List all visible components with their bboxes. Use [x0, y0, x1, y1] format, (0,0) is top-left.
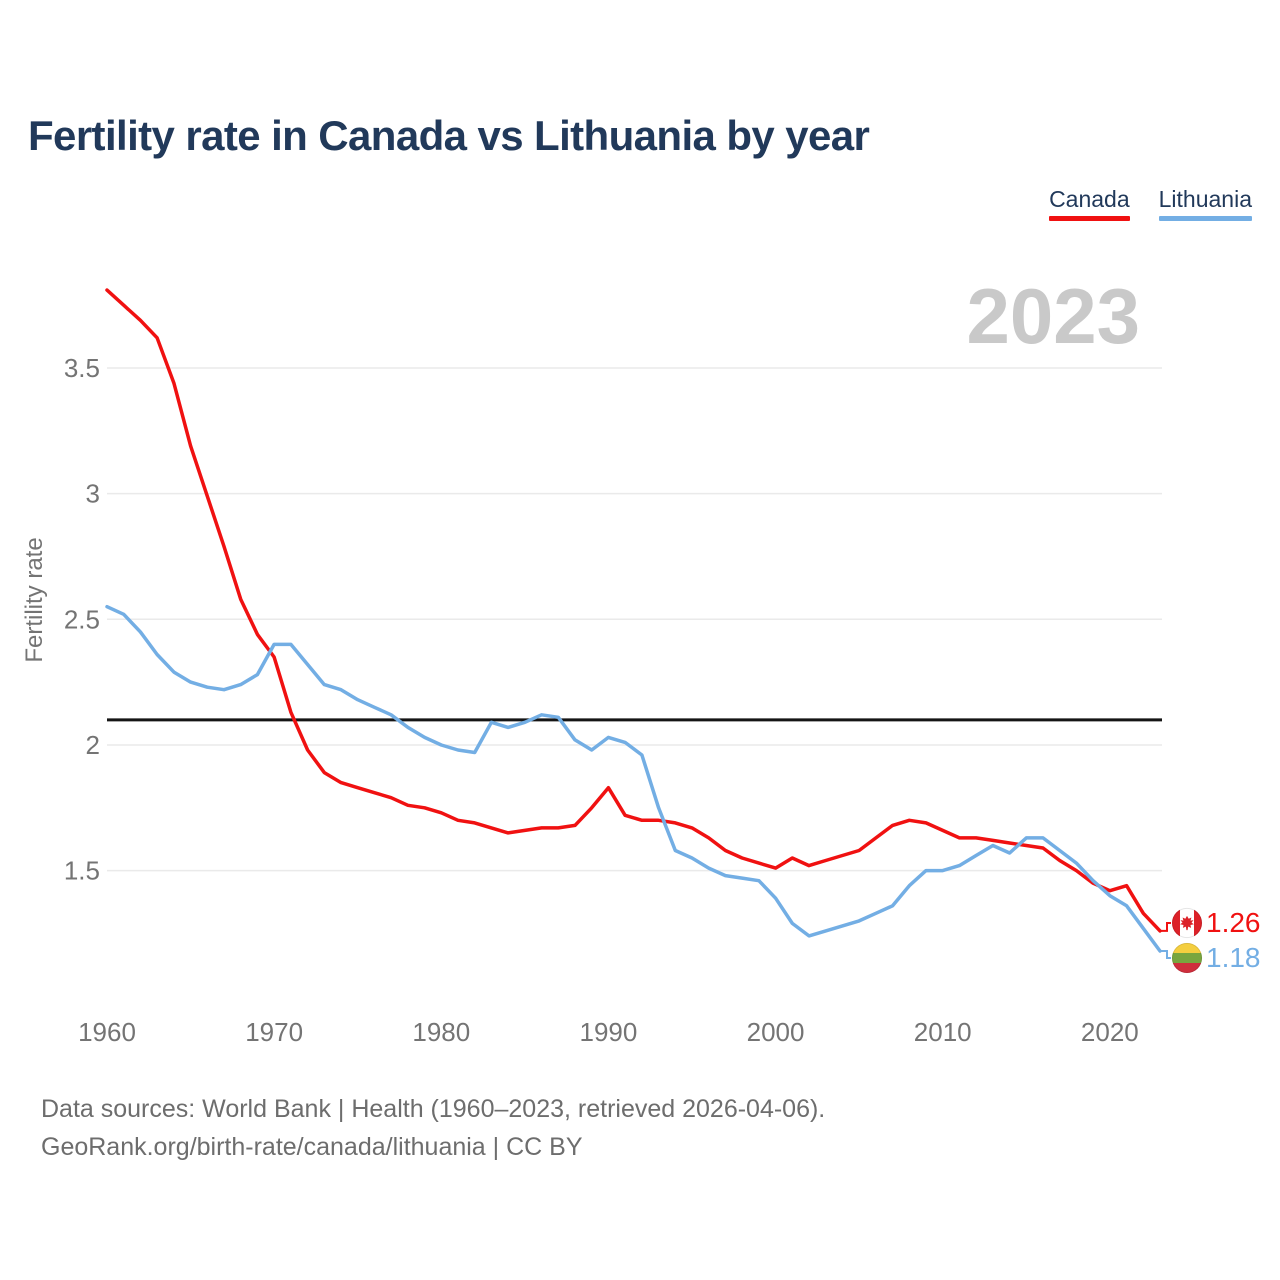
canada-line[interactable]	[105, 288, 1162, 933]
legend-label-canada: Canada	[1049, 186, 1130, 212]
lithuania-flag-icon	[1172, 943, 1202, 973]
lithuania-flag-rim	[1171, 942, 1203, 974]
y-tick-label: 1.5	[64, 856, 100, 886]
y-axis-title: Fertility rate	[21, 537, 48, 662]
y-tick-label: 3.5	[64, 353, 100, 383]
canada-end-connector	[1160, 922, 1171, 932]
canada-end-value: 1.26	[1206, 907, 1261, 938]
x-tick-label: 1990	[580, 1017, 638, 1047]
legend: Canada Lithuania	[1047, 186, 1254, 221]
legend-item-canada[interactable]: Canada	[1047, 186, 1132, 221]
legend-swatch-canada	[1049, 216, 1130, 221]
lithuania-end-connector	[1160, 950, 1171, 959]
x-tick-label: 1980	[412, 1017, 470, 1047]
canada-flag-rim	[1171, 907, 1203, 939]
x-tick-label: 1960	[78, 1017, 136, 1047]
x-tick-label: 2020	[1081, 1017, 1139, 1047]
x-tick-label: 2000	[747, 1017, 805, 1047]
chart-footer: Data sources: World Bank | Health (1960–…	[41, 1090, 825, 1166]
y-tick-label: 2	[86, 730, 100, 760]
legend-label-lithuania: Lithuania	[1158, 186, 1252, 212]
x-tick-label: 2010	[914, 1017, 972, 1047]
lithuania-line[interactable]	[105, 604, 1162, 953]
data-source-note: Data sources: World Bank | Health (1960–…	[41, 1095, 826, 1123]
y-tick-label: 2.5	[64, 604, 100, 634]
lithuania-end-value: 1.18	[1206, 942, 1261, 973]
y-tick-label: 3	[86, 479, 100, 509]
watermark-year: 2023	[966, 272, 1140, 360]
legend-swatch-lithuania	[1158, 216, 1252, 221]
canada-flag-icon	[1172, 908, 1202, 938]
attribution-note: GeoRank.org/birth-rate/canada/lithuania …	[41, 1133, 583, 1161]
x-tick-label: 1970	[245, 1017, 303, 1047]
page-title: Fertility rate in Canada vs Lithuania by…	[28, 112, 870, 159]
legend-item-lithuania[interactable]: Lithuania	[1157, 186, 1254, 221]
